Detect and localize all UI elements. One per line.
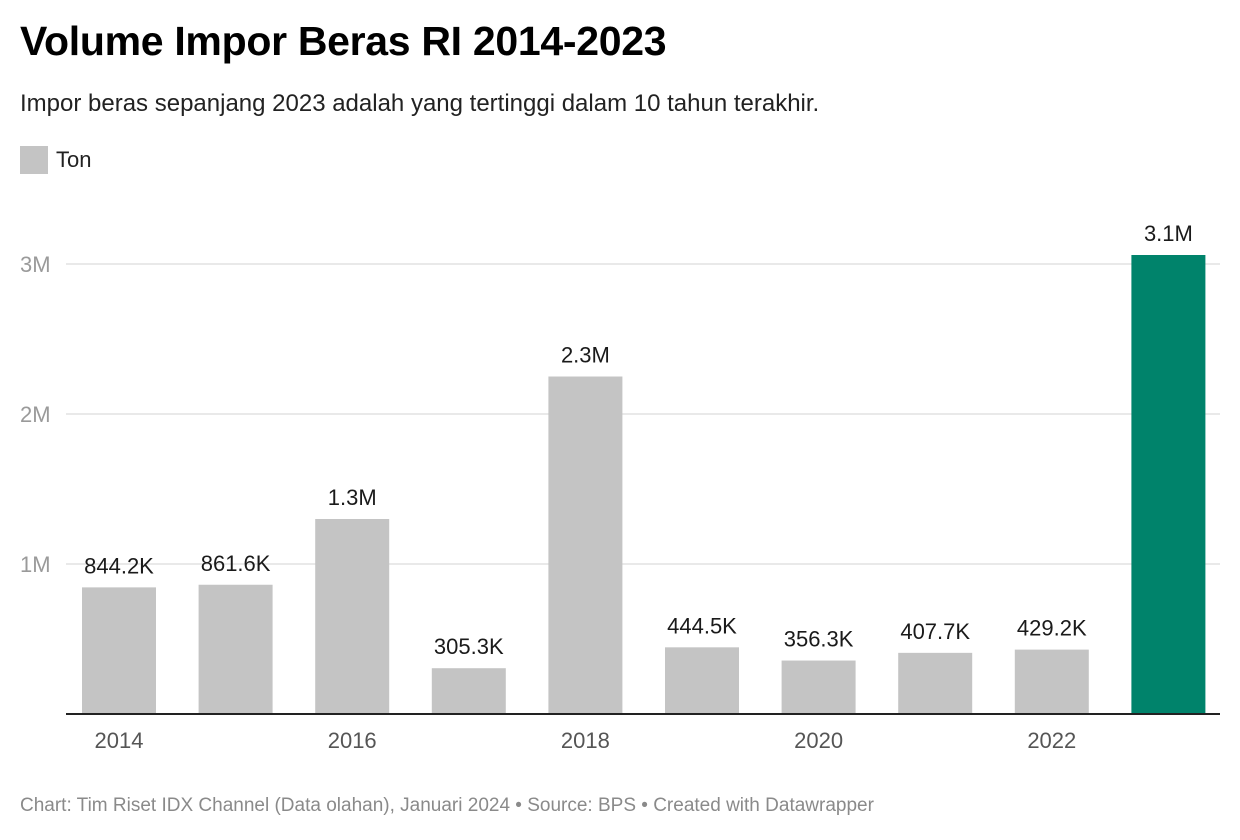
x-tick-label: 2014 [95, 728, 144, 753]
data-label: 429.2K [1017, 616, 1087, 641]
x-tick-label: 2016 [328, 728, 377, 753]
data-label: 305.3K [434, 634, 504, 659]
chart-footer: Chart: Tim Riset IDX Channel (Data olaha… [20, 795, 874, 816]
data-label: 844.2K [84, 553, 154, 578]
x-tick-label: 2018 [561, 728, 610, 753]
y-tick-label: 2M [20, 402, 51, 427]
bar [781, 660, 856, 714]
data-label: 861.6K [201, 551, 271, 576]
x-tick-label: 2020 [794, 728, 843, 753]
y-tick-label: 3M [20, 252, 51, 277]
data-label: 356.3K [784, 627, 854, 652]
bar [315, 519, 390, 714]
legend-label: Ton [56, 147, 92, 172]
legend: Ton [20, 146, 91, 174]
legend-swatch [20, 146, 48, 174]
bar [198, 584, 273, 714]
bar [548, 376, 623, 714]
bar [1014, 649, 1089, 714]
bar [665, 647, 739, 714]
bar [82, 587, 156, 714]
bar [898, 652, 973, 714]
data-label: 444.5K [667, 613, 737, 638]
data-label: 407.7K [900, 619, 970, 644]
chart-title: Volume Impor Beras RI 2014-2023 [20, 18, 667, 64]
data-label: 2.3M [561, 343, 610, 368]
data-label: 1.3M [328, 485, 377, 510]
y-tick-label: 1M [20, 552, 51, 577]
bar [1131, 255, 1206, 714]
bar [431, 668, 506, 714]
chart-subtitle: Impor beras sepanjang 2023 adalah yang t… [20, 90, 820, 117]
x-tick-label: 2022 [1027, 728, 1076, 753]
data-label: 3.1M [1144, 221, 1193, 246]
